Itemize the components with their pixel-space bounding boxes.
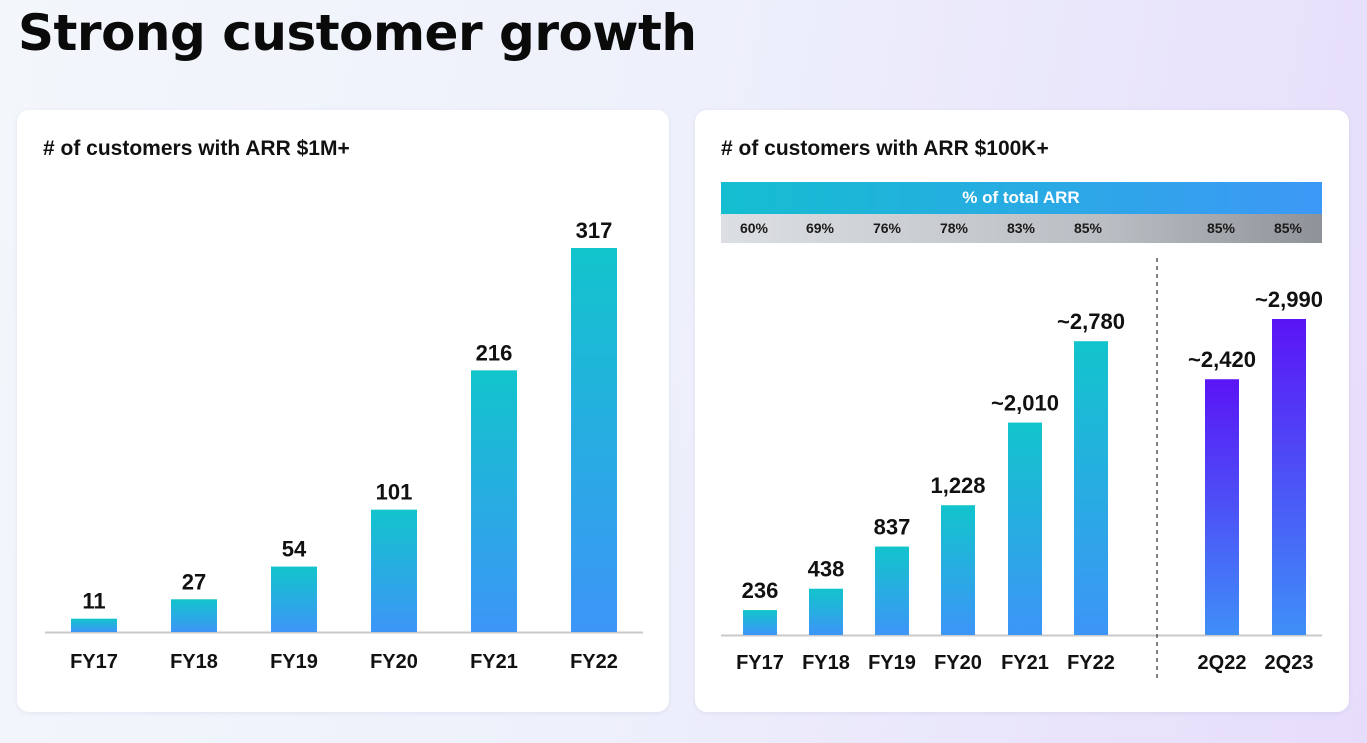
bar-fy19	[271, 566, 317, 632]
data-label-fy22: 317	[576, 218, 613, 243]
tick-label-fy20: FY20	[370, 651, 418, 673]
data-label-fy17: 11	[82, 589, 105, 614]
page-title: Strong customer growth	[18, 4, 697, 62]
bar-fy19	[875, 546, 909, 635]
data-label-fy20: 1,228	[930, 473, 985, 498]
bar-fy21	[471, 370, 517, 632]
chart-card-arr-1m: # of customers with ARR $1M+ 11 FY17 27 FY1…	[17, 110, 669, 712]
bar-fy20	[371, 509, 417, 632]
tick-label-fy22: FY22	[570, 651, 618, 673]
tick-label-fy17: FY17	[736, 652, 784, 674]
tick-label-fy17: FY17	[70, 651, 118, 673]
bar-fy18	[809, 588, 843, 635]
pct-value-4: 78%	[940, 220, 969, 236]
pct-value-6: 85%	[1074, 220, 1103, 236]
pct-header-label: % of total ARR	[962, 188, 1079, 207]
pct-value-8: 85%	[1274, 220, 1303, 236]
pct-values-band	[721, 214, 1322, 243]
tick-label-fy18: FY18	[802, 652, 850, 674]
chart-title-arr-1m: # of customers with ARR $1M+	[43, 137, 350, 160]
bar-fy17	[71, 618, 117, 632]
tick-label-fy21: FY21	[1001, 652, 1049, 674]
bar-fy22	[571, 248, 617, 632]
pct-value-3: 76%	[873, 220, 902, 236]
tick-label-fy19: FY19	[270, 651, 318, 673]
bar-fy21	[1008, 422, 1042, 635]
pct-value-7: 85%	[1207, 220, 1236, 236]
chart-arr-1m: 11 FY17 27 FY18 54 FY19 101 FY20 216 FY21 317 FY22	[45, 218, 643, 673]
data-label-fy21: 216	[476, 340, 513, 365]
chart-card-arr-100k: # of customers with ARR $100K+ % of tota…	[695, 110, 1349, 712]
pct-value-2: 69%	[806, 220, 835, 236]
data-label-fy19: 54	[282, 537, 307, 562]
data-label-fy22: ~2,780	[1057, 309, 1125, 334]
bar-fy17	[743, 610, 777, 635]
bar-2q23	[1272, 319, 1306, 635]
data-label-fy21: ~2,010	[991, 391, 1059, 416]
data-label-fy19: 837	[874, 515, 911, 540]
bar-fy18	[171, 599, 217, 632]
pct-value-1: 60%	[740, 220, 769, 236]
pct-header-band	[721, 182, 1322, 214]
tick-label-fy18: FY18	[170, 651, 218, 673]
tick-label-fy19: FY19	[868, 652, 916, 674]
pct-value-5: 83%	[1007, 220, 1036, 236]
data-label-fy20: 101	[376, 480, 413, 505]
tick-label-fy22: FY22	[1067, 652, 1115, 674]
tick-label-fy21: FY21	[470, 651, 518, 673]
tick-label-2q22: 2Q22	[1198, 652, 1247, 674]
tick-label-fy20: FY20	[934, 652, 982, 674]
bar-fy22	[1074, 341, 1108, 635]
data-label-fy17: 236	[742, 578, 779, 603]
data-label-fy18: 438	[808, 557, 845, 582]
data-label-2q23: ~2,990	[1255, 287, 1323, 312]
data-label-fy18: 27	[182, 569, 206, 594]
bar-2q22	[1205, 379, 1239, 635]
tick-label-2q23: 2Q23	[1265, 652, 1314, 674]
bar-fy20	[941, 505, 975, 635]
chart-arr-100k: % of total ARR 60% 69% 76% 78% 83% 85% 85% 85% 23…	[721, 182, 1323, 682]
chart-title-arr-100k: # of customers with ARR $100K+	[721, 137, 1049, 160]
data-label-2q22: ~2,420	[1188, 347, 1256, 372]
